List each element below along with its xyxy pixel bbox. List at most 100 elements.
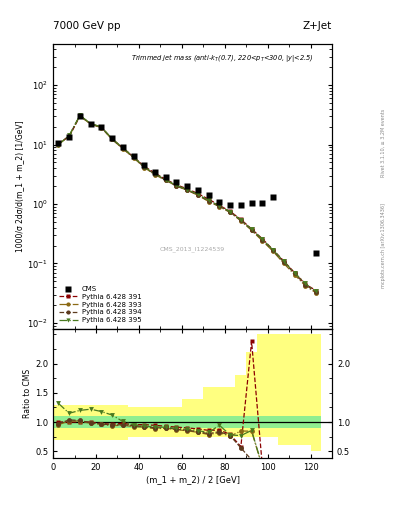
Pythia 6.428 391: [99, 124, 104, 131]
Pythia 6.428 391: [217, 202, 222, 208]
Pythia 6.428 394: [174, 183, 179, 189]
Pythia 6.428 393: [196, 192, 200, 198]
Pythia 6.428 391: [77, 113, 82, 119]
Pythia 6.428 395: [217, 203, 222, 209]
Pythia 6.428 393: [249, 227, 254, 233]
Pythia 6.428 395: [142, 164, 147, 170]
Pythia 6.428 394: [131, 154, 136, 160]
Pythia 6.428 393: [174, 183, 179, 189]
CMS: [77, 113, 82, 119]
Pythia 6.428 391: [142, 163, 147, 169]
Pythia 6.428 394: [314, 289, 318, 295]
Pythia 6.428 391: [163, 176, 168, 182]
Pythia 6.428 393: [281, 261, 286, 267]
Pythia 6.428 394: [260, 237, 265, 243]
Pythia 6.428 391: [314, 287, 318, 293]
CMS: [99, 123, 104, 130]
Pythia 6.428 395: [303, 281, 308, 287]
Pythia 6.428 394: [228, 209, 233, 215]
Pythia 6.428 393: [303, 283, 308, 289]
Pythia 6.428 393: [77, 113, 82, 119]
Pythia 6.428 391: [260, 236, 265, 242]
Pythia 6.428 393: [239, 218, 243, 224]
Text: Trimmed jet mass (anti-k$_T$(0.7), 220<p$_T$<300, |y|<2.5): Trimmed jet mass (anti-k$_T$(0.7), 220<p…: [131, 52, 314, 64]
CMS: [174, 179, 179, 185]
Pythia 6.428 395: [120, 145, 125, 151]
Legend: CMS, Pythia 6.428 391, Pythia 6.428 393, Pythia 6.428 394, Pythia 6.428 395: CMS, Pythia 6.428 391, Pythia 6.428 393,…: [57, 284, 143, 325]
Pythia 6.428 394: [120, 145, 125, 152]
Pythia 6.428 394: [152, 172, 157, 178]
Pythia 6.428 394: [185, 187, 189, 193]
Pythia 6.428 393: [228, 209, 233, 216]
Pythia 6.428 391: [303, 281, 308, 287]
CMS: [271, 194, 275, 200]
Pythia 6.428 391: [196, 190, 200, 197]
Pythia 6.428 394: [77, 113, 82, 119]
Pythia 6.428 394: [67, 133, 72, 139]
Pythia 6.428 395: [163, 177, 168, 183]
CMS: [56, 140, 61, 146]
Pythia 6.428 394: [271, 247, 275, 253]
Pythia 6.428 391: [131, 154, 136, 160]
Pythia 6.428 391: [152, 170, 157, 176]
CMS: [152, 168, 157, 175]
CMS: [217, 199, 222, 205]
Pythia 6.428 393: [88, 121, 93, 127]
Pythia 6.428 394: [142, 164, 147, 170]
CMS: [110, 135, 114, 141]
CMS: [249, 200, 254, 206]
Pythia 6.428 395: [260, 236, 265, 242]
Pythia 6.428 395: [206, 197, 211, 203]
Line: CMS: CMS: [55, 113, 319, 256]
Pythia 6.428 395: [88, 120, 93, 126]
Pythia 6.428 393: [99, 124, 104, 131]
Pythia 6.428 393: [67, 133, 72, 139]
Pythia 6.428 395: [249, 226, 254, 232]
Pythia 6.428 395: [152, 171, 157, 177]
Line: Pythia 6.428 394: Pythia 6.428 394: [56, 113, 318, 294]
Pythia 6.428 394: [99, 124, 104, 131]
Pythia 6.428 393: [110, 136, 114, 142]
Pythia 6.428 395: [281, 259, 286, 265]
Pythia 6.428 391: [185, 186, 189, 192]
Pythia 6.428 395: [185, 186, 189, 193]
Pythia 6.428 391: [120, 145, 125, 151]
Pythia 6.428 395: [99, 124, 104, 130]
CMS: [239, 202, 243, 208]
Pythia 6.428 394: [88, 121, 93, 127]
Y-axis label: Ratio to CMS: Ratio to CMS: [23, 369, 32, 418]
Pythia 6.428 391: [174, 182, 179, 188]
Pythia 6.428 395: [67, 133, 72, 139]
Pythia 6.428 395: [292, 269, 297, 275]
Pythia 6.428 393: [206, 199, 211, 205]
Pythia 6.428 393: [292, 271, 297, 278]
Pythia 6.428 393: [314, 290, 318, 296]
Text: Z+Jet: Z+Jet: [303, 20, 332, 31]
Pythia 6.428 391: [271, 247, 275, 253]
Text: 7000 GeV pp: 7000 GeV pp: [53, 20, 121, 31]
Pythia 6.428 395: [271, 247, 275, 253]
Pythia 6.428 391: [281, 258, 286, 264]
Pythia 6.428 393: [260, 238, 265, 244]
X-axis label: (m_1 + m_2) / 2 [GeV]: (m_1 + m_2) / 2 [GeV]: [145, 475, 240, 484]
Pythia 6.428 391: [292, 269, 297, 275]
Pythia 6.428 395: [56, 141, 61, 147]
CMS: [163, 174, 168, 180]
Pythia 6.428 393: [271, 248, 275, 254]
Text: Rivet 3.1.10, ≥ 3.2M events: Rivet 3.1.10, ≥ 3.2M events: [381, 109, 386, 178]
Text: CMS_2013_I1224539: CMS_2013_I1224539: [160, 246, 225, 252]
CMS: [228, 202, 233, 208]
Pythia 6.428 395: [239, 217, 243, 223]
Pythia 6.428 393: [56, 141, 61, 147]
Pythia 6.428 394: [206, 198, 211, 204]
Pythia 6.428 391: [228, 208, 233, 215]
Pythia 6.428 394: [196, 192, 200, 198]
Pythia 6.428 393: [142, 164, 147, 170]
Pythia 6.428 393: [152, 172, 157, 178]
Pythia 6.428 394: [217, 203, 222, 209]
Line: Pythia 6.428 391: Pythia 6.428 391: [56, 114, 318, 293]
Pythia 6.428 395: [196, 191, 200, 198]
Pythia 6.428 395: [314, 288, 318, 294]
Pythia 6.428 391: [88, 120, 93, 126]
Pythia 6.428 391: [206, 196, 211, 202]
